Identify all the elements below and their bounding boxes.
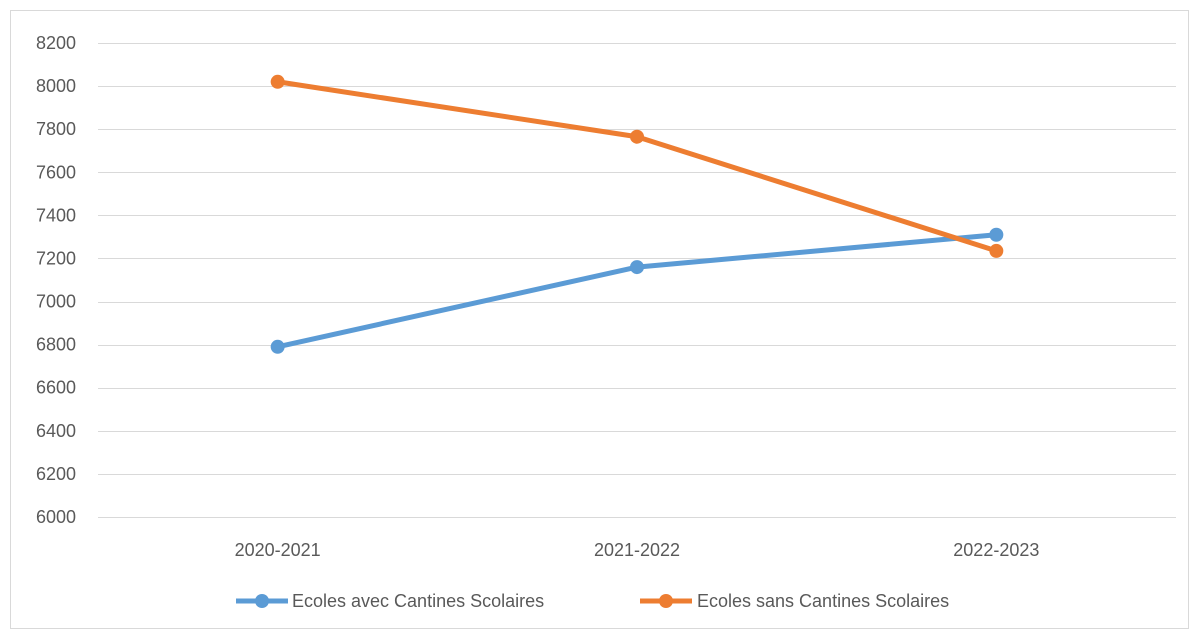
series-group: [270, 74, 1004, 354]
legend-label: Ecoles avec Cantines Scolaires: [292, 591, 544, 611]
gridlines: [98, 43, 1176, 518]
legend: Ecoles avec Cantines Scolaires Ecoles san…: [236, 591, 949, 611]
y-tick-label: 7600: [36, 162, 76, 182]
y-tick-label: 8200: [36, 33, 76, 53]
y-tick-label: 7000: [36, 292, 76, 312]
data-point: [630, 129, 644, 144]
x-tick-label: 2020-2021: [235, 540, 321, 560]
chart-frame: [10, 10, 1189, 629]
y-tick-label: 7400: [36, 205, 76, 225]
data-point: [270, 74, 285, 89]
y-tick-label: 8000: [36, 76, 76, 96]
data-point: [989, 227, 1004, 242]
y-tick-label: 6400: [36, 421, 76, 441]
y-tick-label: 6800: [36, 335, 76, 355]
legend-swatch-marker: [255, 594, 269, 608]
data-point: [989, 243, 1004, 258]
legend-label: Ecoles sans Cantines Scolaires: [697, 591, 949, 611]
data-point: [270, 339, 285, 354]
y-tick-label: 6600: [36, 378, 76, 398]
y-tick-label: 6000: [36, 507, 76, 527]
legend-swatch-marker: [659, 594, 673, 608]
y-tick-label: 6200: [36, 464, 76, 484]
y-tick-label: 7800: [36, 119, 76, 139]
x-axis-ticks: 2020-2021 2021-2022 2022-2023: [235, 540, 1040, 560]
y-axis-ticks: 6000 6200 6400 6600 6800 7000 7200 7400 7600 7800…: [36, 33, 76, 527]
series-line-0: [275, 232, 999, 350]
x-tick-label: 2021-2022: [594, 540, 680, 560]
y-tick-label: 7200: [36, 248, 76, 268]
data-point: [630, 260, 644, 275]
series-line-1: [275, 79, 999, 254]
x-tick-label: 2022-2023: [953, 540, 1039, 560]
